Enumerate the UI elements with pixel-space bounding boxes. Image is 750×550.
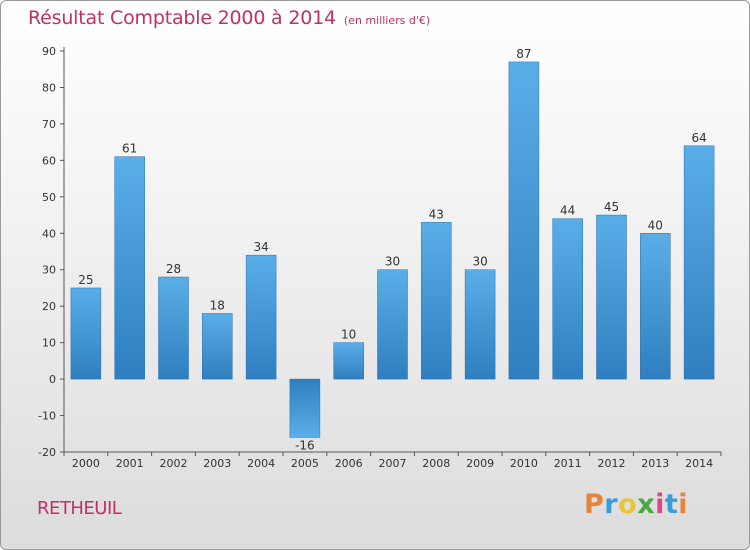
chart-title-block: Résultat Comptable 2000 à 2014 (en millie…: [28, 7, 430, 29]
bar-2008: [421, 222, 452, 380]
value-label-2003: 18: [210, 298, 225, 312]
x-tick-label-2008: 2008: [422, 457, 450, 470]
x-tick-label-2010: 2010: [510, 457, 538, 470]
x-tick-label-2011: 2011: [554, 457, 582, 470]
commune-name: RETHEUIL: [37, 498, 122, 519]
logo-letter: i: [655, 489, 665, 520]
bar-2013: [640, 233, 671, 380]
value-label-2002: 28: [166, 262, 181, 276]
x-tick-label-2014: 2014: [685, 457, 713, 470]
logo-letter: P: [584, 489, 605, 520]
y-tick-label: 10: [42, 337, 56, 350]
bar-2011: [552, 218, 583, 380]
value-label-2004: 34: [253, 240, 268, 254]
value-label-2010: 87: [516, 47, 531, 61]
y-tick-label: 40: [42, 227, 56, 240]
value-label-2014: 64: [691, 131, 706, 145]
value-label-2011: 44: [560, 204, 575, 218]
x-tick-label-2009: 2009: [466, 457, 494, 470]
bar-2005: [289, 378, 321, 438]
value-label-2006: 10: [341, 328, 356, 342]
chart-axes: 90 80 70 60 50 40 30 20 10 0 -10 -20: [38, 45, 722, 459]
bar-2014: [683, 145, 715, 380]
value-label-2008: 43: [429, 207, 444, 221]
chart-labels: 25 2000 61 2001 28 2002 18 2003 34 2004 -16 2005 10 2…: [72, 47, 713, 470]
x-tick-label-2012: 2012: [598, 457, 626, 470]
y-tick-label: -10: [38, 410, 56, 423]
value-label-2009: 30: [472, 255, 487, 269]
x-tick-label-2005: 2005: [291, 457, 319, 470]
x-tick-label-2006: 2006: [335, 457, 363, 470]
bar-2000: [70, 287, 102, 380]
y-tick-label: 30: [42, 264, 56, 277]
logo-letter: i: [678, 489, 689, 520]
bar-2006: [333, 342, 364, 380]
value-label-2007: 30: [385, 255, 400, 269]
chart-subtitle: (en milliers d'€): [343, 14, 431, 27]
x-tick-label-2013: 2013: [641, 457, 669, 470]
x-tick-label-2000: 2000: [72, 457, 100, 470]
bar-2010: [508, 61, 540, 380]
y-tick-label: 80: [42, 81, 56, 94]
bar-2001: [114, 156, 145, 380]
bar-2012: [596, 214, 627, 380]
x-tick-label-2001: 2001: [116, 457, 144, 470]
logo-letter: o: [618, 489, 638, 520]
x-tick-label-2007: 2007: [379, 457, 407, 470]
y-tick-label: 90: [42, 45, 56, 58]
x-tick-label-2002: 2002: [160, 457, 188, 470]
bar-2002: [158, 276, 189, 380]
logo-letter: r: [604, 489, 619, 520]
chart-title: Résultat Comptable 2000 à 2014: [28, 7, 336, 29]
bar-2003: [202, 313, 233, 380]
x-tick-label-2003: 2003: [203, 457, 231, 470]
proxiti-logo[interactable]: Proxiti: [584, 489, 688, 520]
chart-bars: [70, 61, 715, 438]
y-tick-label: -20: [38, 446, 56, 459]
bar-2004: [245, 254, 277, 380]
value-label-2005: -16: [295, 438, 315, 452]
logo-letter: x: [637, 489, 656, 520]
bar-2007: [377, 269, 408, 380]
y-tick-label: 50: [42, 191, 56, 204]
x-tick-label-2004: 2004: [247, 457, 275, 470]
value-label-2001: 61: [122, 142, 137, 156]
value-label-2000: 25: [78, 273, 93, 287]
y-tick-label: 60: [42, 154, 56, 167]
y-tick-label: 20: [42, 300, 56, 313]
y-tick-label: 70: [42, 118, 56, 131]
y-tick-label: 0: [49, 373, 56, 386]
bar-2009: [464, 269, 496, 380]
logo-letter: t: [664, 489, 679, 520]
value-label-2013: 40: [648, 218, 663, 232]
value-label-2012: 45: [604, 200, 619, 214]
